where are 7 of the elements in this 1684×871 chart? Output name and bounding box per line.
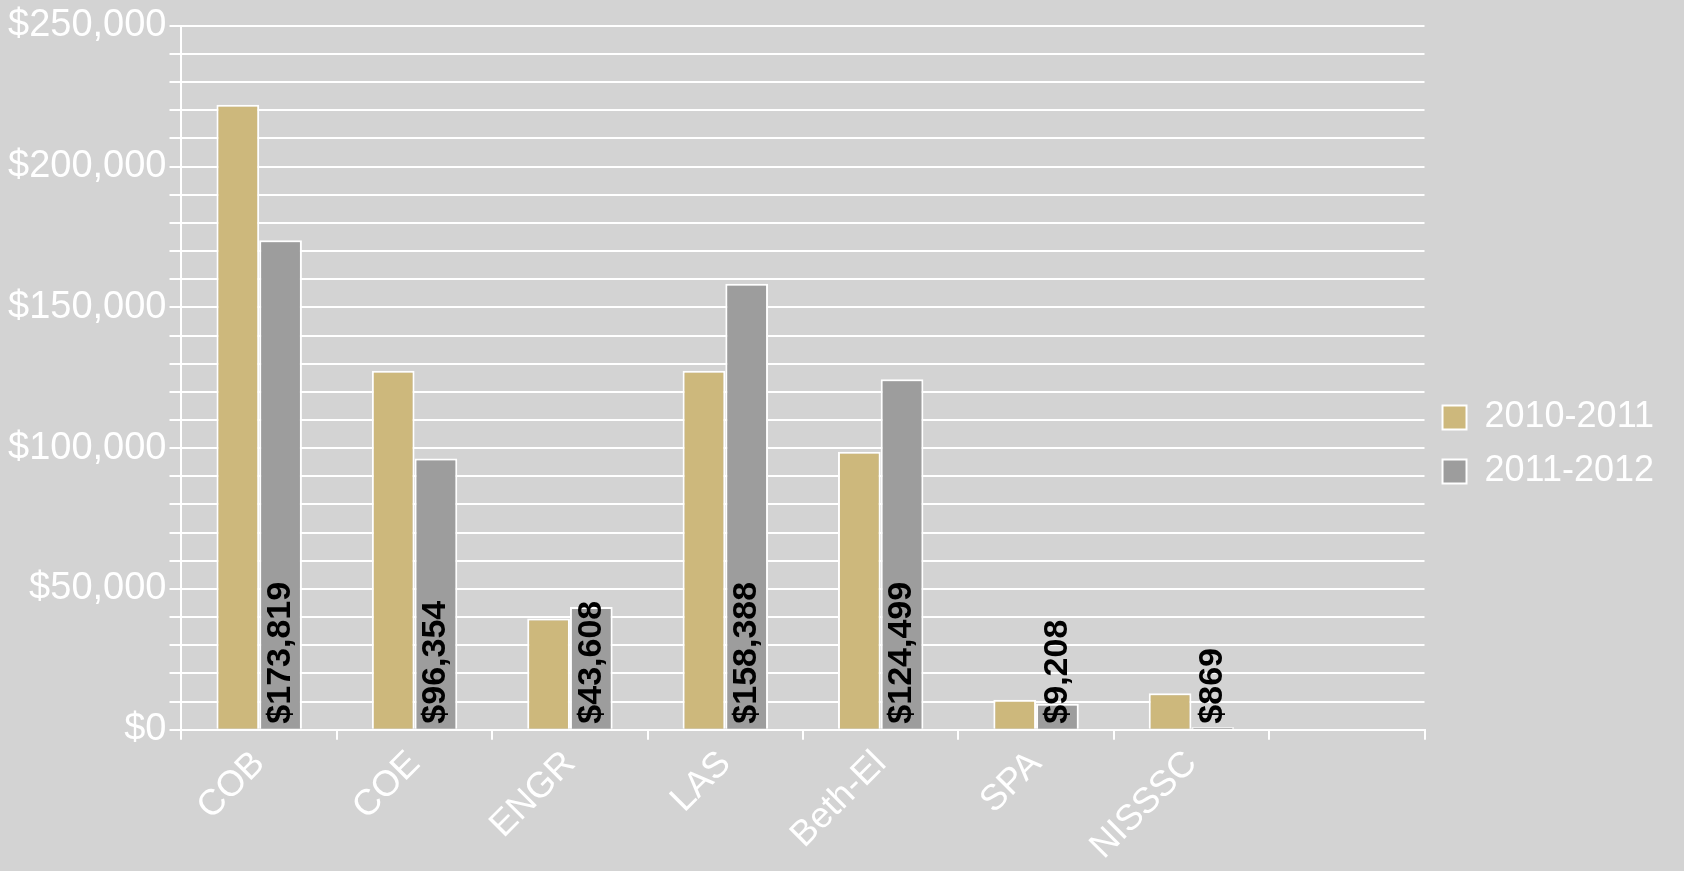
data-label: $124,499 xyxy=(880,581,919,724)
data-label: $869 xyxy=(1191,648,1230,724)
data-label: $96,354 xyxy=(414,600,453,724)
data-label: $158,388 xyxy=(725,581,764,724)
data-label: $173,819 xyxy=(258,581,297,724)
data-label: $9,208 xyxy=(1035,619,1074,724)
data-label: $43,608 xyxy=(569,600,608,724)
